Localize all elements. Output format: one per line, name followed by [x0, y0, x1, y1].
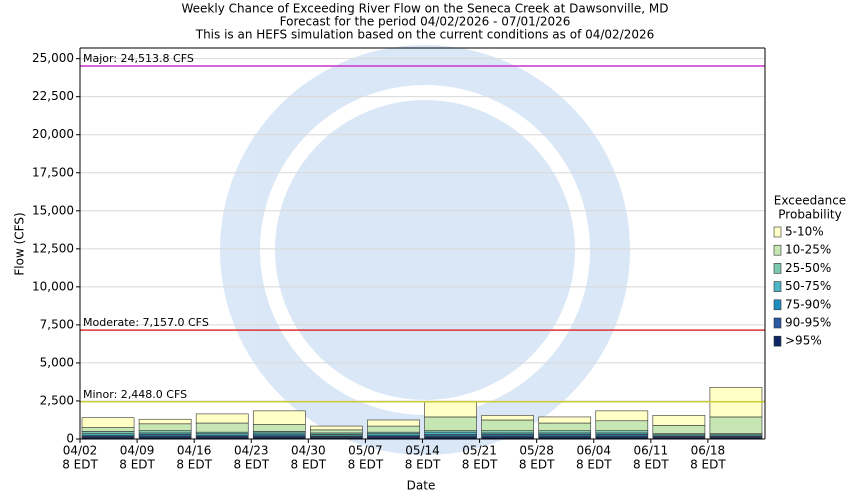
x-tick-label: 04/09	[120, 444, 155, 458]
bar-segment	[481, 419, 534, 431]
x-tick-sublabel: 8 EDT	[348, 458, 384, 472]
x-tick-sublabel: 8 EDT	[119, 458, 155, 472]
y-tick-label: 12,500	[32, 241, 74, 255]
chart-title: This is an HEFS simulation based on the …	[195, 28, 655, 42]
bar-segment	[595, 410, 649, 422]
x-tick-sublabel: 8 EDT	[233, 458, 269, 472]
y-tick-label: 22,500	[32, 89, 74, 103]
watermark-disc	[275, 100, 575, 400]
x-tick-label: 05/07	[348, 444, 383, 458]
x-tick-label: 06/18	[691, 444, 726, 458]
x-tick-label: 04/02	[63, 444, 98, 458]
threshold-label: Moderate: 7,157.0 CFS	[83, 316, 209, 329]
y-tick-label: 2,500	[40, 393, 74, 407]
bar-segment	[81, 427, 135, 432]
x-tick-label: 05/14	[405, 444, 440, 458]
x-tick-label: 04/30	[291, 444, 326, 458]
bar-segment	[481, 415, 534, 421]
bar-segment	[310, 425, 363, 431]
bar-segment	[252, 410, 306, 425]
bar-segment	[652, 415, 706, 426]
threshold-label: Minor: 2,448.0 CFS	[83, 388, 187, 401]
chart-title: Weekly Chance of Exceeding River Flow on…	[182, 2, 669, 16]
x-tick-label: 04/23	[234, 444, 269, 458]
legend-label: 50-75%	[785, 279, 831, 293]
y-tick-label: 17,500	[32, 165, 74, 179]
legend-swatch	[773, 335, 782, 347]
legend-label: 25-50%	[785, 261, 831, 275]
bar-segment	[595, 430, 649, 434]
y-tick-label: 20,000	[32, 127, 74, 141]
bar-segment	[195, 422, 249, 433]
y-tick-label: 15,000	[32, 203, 74, 217]
legend-title: Exceedance	[774, 194, 846, 208]
bar-segment	[709, 416, 763, 434]
x-tick-sublabel: 8 EDT	[291, 458, 327, 472]
legend-swatch	[773, 263, 782, 274]
legend-label: >95%	[785, 334, 822, 348]
y-tick-label: 10,000	[32, 279, 74, 293]
x-tick-sublabel: 8 EDT	[462, 458, 498, 472]
bar-segment	[424, 401, 477, 418]
watermark	[220, 45, 630, 455]
bar-segment	[310, 429, 363, 434]
y-tick-label: 25,000	[32, 51, 74, 65]
x-tick-label: 06/11	[634, 444, 669, 458]
bar-segment	[252, 424, 306, 432]
bar-segment	[138, 430, 192, 434]
legend-label: 75-90%	[785, 297, 831, 311]
legend-swatch	[773, 317, 782, 329]
legend-swatch	[773, 244, 782, 256]
bar-segment	[595, 420, 649, 431]
legend-label: 90-95%	[785, 316, 831, 330]
bar-segment	[138, 423, 192, 431]
legend-swatch	[773, 226, 782, 238]
y-axis-label: Flow (CFS)	[13, 212, 27, 275]
x-tick-label: 05/28	[519, 444, 554, 458]
x-tick-sublabel: 8 EDT	[405, 458, 441, 472]
x-tick-label: 04/16	[177, 444, 212, 458]
bar-segment	[367, 425, 420, 433]
x-tick-sublabel: 8 EDT	[176, 458, 212, 472]
x-tick-label: 06/04	[576, 444, 611, 458]
bar-segment	[81, 431, 135, 434]
x-tick-label: 05/21	[462, 444, 497, 458]
legend-label: 5-10%	[785, 225, 824, 239]
legend-swatch	[773, 281, 782, 292]
bar-segment	[424, 416, 477, 431]
y-tick-label: 7,500	[40, 317, 74, 331]
y-tick-label: 0	[66, 432, 74, 446]
bar-segment	[538, 430, 592, 434]
threshold-label: Major: 24,513.8 CFS	[83, 52, 194, 65]
x-tick-sublabel: 8 EDT	[576, 458, 612, 472]
chart-title: Forecast for the period 04/02/2026 - 07/…	[280, 15, 571, 29]
x-tick-sublabel: 8 EDT	[62, 458, 98, 472]
x-tick-sublabel: 8 EDT	[633, 458, 669, 472]
legend-label: 10-25%	[785, 243, 831, 257]
bar-segment	[538, 422, 592, 431]
bar-segment	[138, 418, 192, 425]
bar-segment	[195, 413, 249, 424]
y-tick-label: 5,000	[40, 355, 74, 369]
x-axis-label: Date	[407, 479, 436, 493]
bar-segment	[81, 417, 135, 428]
x-tick-sublabel: 8 EDT	[519, 458, 555, 472]
bar-segment	[367, 419, 420, 427]
x-tick-sublabel: 8 EDT	[690, 458, 726, 472]
legend-swatch	[773, 299, 782, 311]
bar-segment	[424, 431, 477, 435]
bar-segment	[538, 416, 592, 424]
bar-segment	[652, 425, 706, 434]
legend-title: Probability	[778, 208, 841, 222]
bar-segment	[481, 430, 534, 434]
